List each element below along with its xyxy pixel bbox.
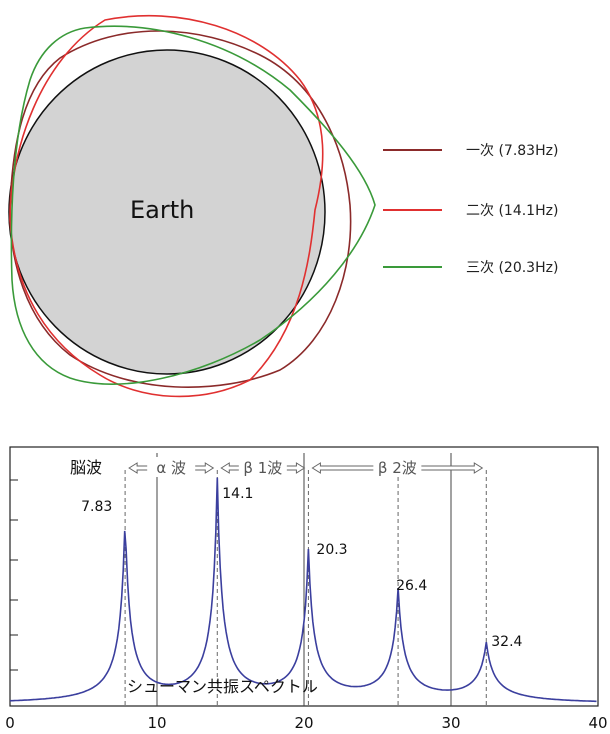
band-label-2: β 2波 (378, 459, 417, 477)
band-label-bg-0 (147, 457, 196, 477)
x-tick-label-3: 30 (441, 714, 460, 732)
band-label-0: α 波 (156, 459, 186, 477)
x-tick-label-4: 40 (588, 714, 607, 732)
earth-disc (8, 49, 326, 375)
chart-layer: 0 10 20 30 40 α 波 β 1波 β 2波 7.83 14.1 20.3 26.4 32.4 (5, 453, 608, 732)
band-label-1: β 1波 (243, 459, 282, 477)
earth-diagram: Earth (8, 14, 376, 398)
peak-label-3: 26.4 (396, 578, 427, 594)
spectrum-line (9, 477, 597, 703)
mode-2-curve (9, 14, 324, 398)
x-tick-label-1: 10 (147, 714, 166, 732)
x-tick-label-0: 0 (5, 714, 15, 732)
legend-label-mode-2: 二次 (14.1Hz) (466, 203, 558, 219)
spectrum-chart: 0 10 20 30 40 α 波 β 1波 β 2波 7.83 14.1 20.3 26.4 32.4… (5, 446, 608, 732)
mode-legend: 一次 (7.83Hz) 二次 (14.1Hz) 三次 (20.3Hz) (383, 143, 558, 276)
peak-label-0: 7.83 (81, 499, 112, 515)
spectrum-title: シューマン共振スペクトル (127, 677, 318, 696)
band-label-bg-2 (373, 457, 422, 477)
peak-label-4: 32.4 (491, 634, 522, 650)
x-tick-label-2: 20 (294, 714, 313, 732)
band-header: 脳波 (70, 458, 102, 477)
legend-label-mode-1: 一次 (7.83Hz) (466, 143, 558, 159)
legend-label-mode-3: 三次 (20.3Hz) (466, 260, 558, 276)
band-label-bg-1 (238, 457, 287, 477)
peak-label-2: 20.3 (316, 542, 347, 558)
earth-label: Earth (130, 196, 194, 224)
peak-label-1: 14.1 (222, 486, 253, 502)
mode-3-curve (10, 25, 376, 385)
